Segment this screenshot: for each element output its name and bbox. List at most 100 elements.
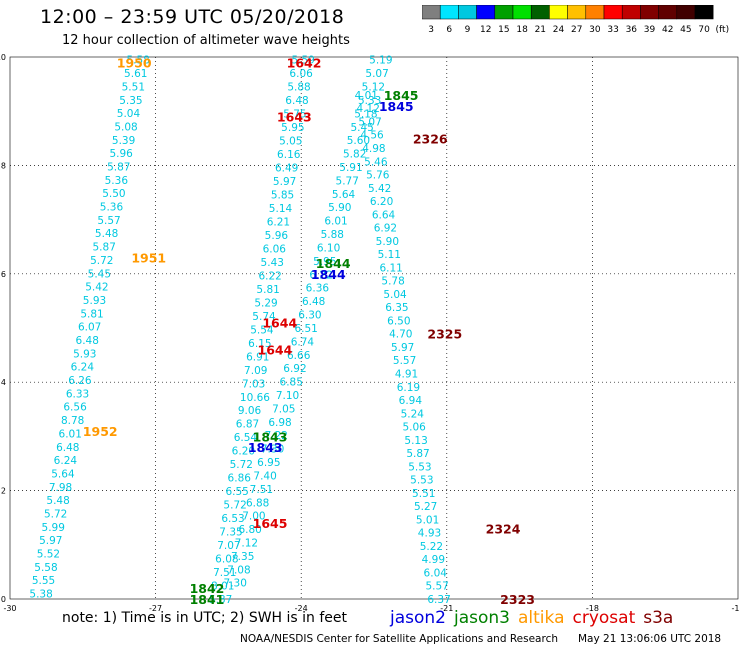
pass-time-label: 1951 xyxy=(131,251,166,266)
wave-height-value: 4.99 xyxy=(422,554,445,566)
wave-height-value: 9.06 xyxy=(238,405,262,417)
plot-frame xyxy=(9,56,739,600)
wave-height-value: 5.54 xyxy=(250,324,274,336)
wave-height-value: 5.60 xyxy=(347,135,370,147)
wave-height-value: 6.80 xyxy=(238,524,261,536)
wave-height-value: 5.96 xyxy=(109,148,133,160)
chart-title: 12:00 – 23:59 UTC 05/20/2018 xyxy=(40,6,345,28)
wave-height-value: 6.48 xyxy=(302,296,325,308)
wave-height-value: 5.07 xyxy=(365,68,388,80)
pass-time-label: 2325 xyxy=(427,326,462,341)
wave-height-value: 7.40 xyxy=(253,470,276,482)
wave-height-value: 6.86 xyxy=(228,473,252,485)
wave-height-value: 5.58 xyxy=(126,55,149,67)
wave-height-value: 5.72 xyxy=(223,500,246,512)
colorbar-label: 42 xyxy=(662,25,673,35)
wave-height-value: 6.08 xyxy=(215,554,238,566)
wave-height-value: 5.87 xyxy=(93,242,116,254)
wave-height-value: 6.53 xyxy=(221,513,244,525)
pass-time-label: 1642 xyxy=(287,55,322,70)
y-tick-label: 8 xyxy=(1,161,6,170)
wave-height-value: 6.91 xyxy=(246,351,269,363)
wave-height-value: 7.30 xyxy=(261,444,284,456)
legend-item-altika: altika xyxy=(518,608,565,628)
wave-height-value: 5.96 xyxy=(265,230,289,242)
wave-height-value: 4.98 xyxy=(362,143,385,155)
wave-height-value: 6.22 xyxy=(309,269,332,281)
wave-height-value: 4.12 xyxy=(357,103,380,115)
wave-height-value: 7.09 xyxy=(244,365,267,377)
wave-height-value: 5.37 xyxy=(209,594,232,606)
x-tick-label: -27 xyxy=(149,604,162,613)
wave-height-value: 5.97 xyxy=(391,342,414,354)
wave-height-value: 4.91 xyxy=(395,368,418,380)
wave-height-value: 6.48 xyxy=(56,442,79,454)
wave-height-value: 6.04 xyxy=(424,567,448,579)
wave-height-value: 5.50 xyxy=(102,188,125,200)
wave-height-value: 7.10 xyxy=(276,390,299,402)
pass-time-label: 1952 xyxy=(83,424,118,439)
wave-height-value: 6.87 xyxy=(236,419,259,431)
units-note: note: 1) Time is in UTC; 2) SWH is in fe… xyxy=(62,610,348,626)
colorbar-label: 39 xyxy=(644,25,656,35)
wave-height-value: 6.10 xyxy=(317,242,340,254)
colorbar-label: 30 xyxy=(589,25,601,35)
x-tick-label: -18 xyxy=(586,604,599,613)
wave-height-value: 5.11 xyxy=(378,249,401,261)
wave-height-value: 5.46 xyxy=(364,156,388,168)
wave-height-value: 5.93 xyxy=(73,348,96,360)
wave-height-value: 5.53 xyxy=(408,461,431,473)
wave-height-value: 5.51 xyxy=(412,488,435,500)
wave-height-value: 6.94 xyxy=(399,395,423,407)
wave-height-value: 6.54 xyxy=(234,432,258,444)
wave-height-value: 5.48 xyxy=(46,495,69,507)
pass-time-label: 1645 xyxy=(253,516,288,531)
wave-height-value: 5.75 xyxy=(283,109,306,121)
wave-height-value: 4.01 xyxy=(355,90,378,102)
pass-time-label: 2326 xyxy=(413,131,448,146)
pass-time-label: 1845 xyxy=(379,99,414,114)
wave-height-value: 5.77 xyxy=(336,175,359,187)
wave-height-value: 5.87 xyxy=(406,448,429,460)
wave-height-value: 7.98 xyxy=(49,482,72,494)
wave-height-value: 6.88 xyxy=(246,497,269,509)
pass-time-label: 1843 xyxy=(248,440,283,455)
wave-height-value: 6.85 xyxy=(280,377,303,389)
wave-height-value: 5.35 xyxy=(119,95,142,107)
wave-height-value: 5.51 xyxy=(122,81,145,93)
y-tick-label: 4 xyxy=(1,378,6,387)
wave-height-value: 5.24 xyxy=(401,408,425,420)
credit-line: NOAA/NESDIS Center for Satellite Applica… xyxy=(240,633,558,645)
wave-height-value: 5.57 xyxy=(425,581,448,593)
pass-time-label: 1950 xyxy=(117,55,152,70)
wave-height-value: 6.95 xyxy=(257,457,280,469)
wave-height-value: 5.42 xyxy=(85,282,108,294)
wave-height-value: 6.74 xyxy=(291,336,315,348)
wave-height-value: 5.57 xyxy=(393,355,416,367)
wave-height-value: 7.07 xyxy=(217,540,240,552)
wave-height-value: 5.72 xyxy=(44,508,67,520)
wave-height-value: 7.00 xyxy=(242,511,265,523)
wave-height-value: 5.04 xyxy=(383,289,407,301)
wave-height-value: 5.95 xyxy=(313,256,336,268)
wave-height-value: 5.08 xyxy=(114,121,137,133)
wave-height-value: 5.88 xyxy=(287,82,310,94)
wave-height-value: 6.24 xyxy=(71,362,95,374)
pass-time-label: 1841 xyxy=(190,592,225,607)
wave-height-value: 5.04 xyxy=(117,108,141,120)
wave-height-value: 6.20 xyxy=(232,446,255,458)
wave-height-value: 7.22 xyxy=(265,430,288,442)
legend-item-s3a: s3a xyxy=(643,608,674,628)
wave-height-value: 7.51 xyxy=(250,484,273,496)
wave-height-value: 6.01 xyxy=(324,216,347,228)
wave-height-value: 5.72 xyxy=(90,255,113,267)
wave-height-value: 5.13 xyxy=(404,435,427,447)
generated-timestamp: May 21 13:06:06 UTC 2018 xyxy=(578,633,722,645)
wave-height-value: 7.51 xyxy=(213,567,236,579)
wave-height-value: 5.39 xyxy=(112,135,135,147)
wave-height-value: 5.87 xyxy=(107,161,130,173)
wave-height-value: 8.78 xyxy=(61,415,84,427)
wave-height-value: 6.92 xyxy=(374,223,397,235)
legend-item-jason2: jason2 xyxy=(390,608,446,628)
colorbar-label: 36 xyxy=(626,25,638,35)
